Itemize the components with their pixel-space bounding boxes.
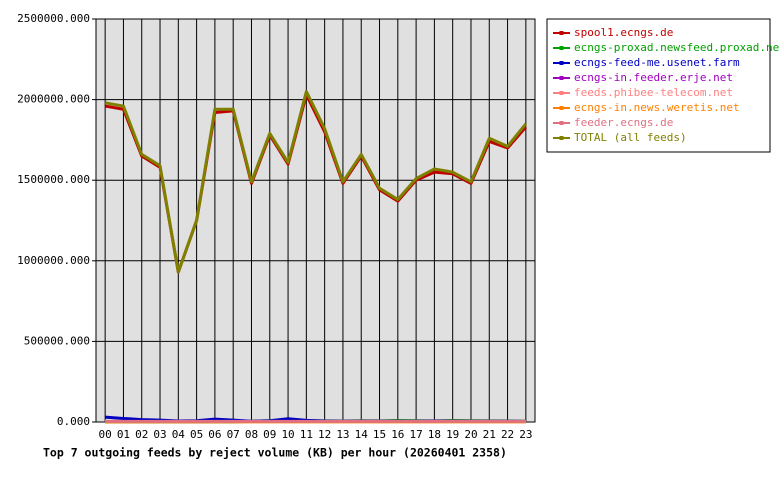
legend-box bbox=[546, 18, 771, 153]
legend-marker bbox=[559, 61, 564, 65]
x-tick-label: 18 bbox=[428, 428, 441, 441]
series-line bbox=[104, 90, 528, 274]
y-tick-label: 2000000.000 bbox=[17, 93, 90, 106]
x-tick-label: 02 bbox=[135, 428, 148, 441]
x-tick-label: 16 bbox=[391, 428, 404, 441]
legend-label: TOTAL (all feeds) bbox=[574, 131, 687, 144]
x-tick-label: 04 bbox=[172, 428, 186, 441]
x-tick-label: 15 bbox=[373, 428, 386, 441]
x-tick-label: 08 bbox=[245, 428, 258, 441]
legend-label: ecngs-in.feeder.erje.net bbox=[574, 71, 733, 84]
x-tick-label: 17 bbox=[409, 428, 422, 441]
x-tick-label: 10 bbox=[281, 428, 294, 441]
x-tick-label: 06 bbox=[208, 428, 221, 441]
legend-label: ecngs-proxad.newsfeed.proxad.net bbox=[574, 41, 780, 54]
x-tick-label: 03 bbox=[153, 428, 166, 441]
legend-marker bbox=[559, 136, 564, 140]
y-tick-label: 1500000.000 bbox=[17, 173, 90, 186]
y-tick-label: 2500000.000 bbox=[17, 12, 90, 25]
x-tick-label: 01 bbox=[117, 428, 130, 441]
legend-label: ecngs-in.news.weretis.net bbox=[574, 101, 740, 114]
x-tick-label: 12 bbox=[318, 428, 331, 441]
legend-label: feeder.ecngs.de bbox=[574, 116, 673, 129]
x-tick-label: 23 bbox=[519, 428, 532, 441]
legend-marker bbox=[559, 91, 564, 95]
x-tick-label: 09 bbox=[263, 428, 276, 441]
legend-label: spool1.ecngs.de bbox=[574, 26, 673, 39]
x-tick-label: 21 bbox=[483, 428, 496, 441]
legend-marker bbox=[559, 76, 564, 80]
y-tick-label: 500000.000 bbox=[24, 334, 90, 347]
legend-marker bbox=[559, 31, 564, 35]
x-tick-label: 14 bbox=[355, 428, 369, 441]
x-tick-label: 20 bbox=[464, 428, 477, 441]
x-tick-label: 05 bbox=[190, 428, 203, 441]
legend-label: ecngs-feed-me.usenet.farm bbox=[574, 56, 740, 69]
x-tick-label: 13 bbox=[336, 428, 349, 441]
y-tick-label: 1000000.000 bbox=[17, 254, 90, 267]
legend-marker bbox=[559, 121, 564, 125]
x-tick-label: 22 bbox=[501, 428, 514, 441]
x-tick-label: 19 bbox=[446, 428, 459, 441]
plot-area bbox=[96, 19, 535, 422]
x-tick-label: 07 bbox=[227, 428, 240, 441]
x-tick-label: 00 bbox=[99, 428, 112, 441]
x-tick-label: 11 bbox=[300, 428, 313, 441]
legend-label: feeds.phibee-telecom.net bbox=[574, 86, 733, 99]
y-tick-label: 0.000 bbox=[57, 415, 90, 428]
legend-marker bbox=[559, 46, 564, 50]
chart-title: Top 7 outgoing feeds by reject volume (K… bbox=[43, 446, 507, 460]
legend-marker bbox=[559, 106, 564, 110]
